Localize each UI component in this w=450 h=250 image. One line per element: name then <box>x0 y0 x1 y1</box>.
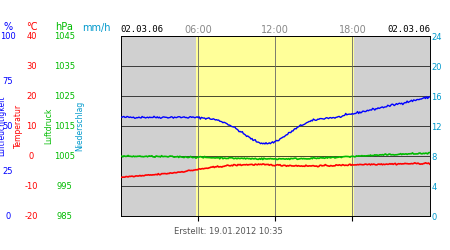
Text: 75: 75 <box>2 77 13 86</box>
Text: 50: 50 <box>2 122 13 131</box>
Text: 30: 30 <box>26 62 37 71</box>
Text: hPa: hPa <box>55 22 73 32</box>
Text: 995: 995 <box>57 182 72 191</box>
Text: mm/h: mm/h <box>82 22 111 32</box>
Bar <box>196 36 354 216</box>
Text: 02.03.06: 02.03.06 <box>387 26 430 35</box>
Text: Luftfeuchtigkeit: Luftfeuchtigkeit <box>0 96 6 156</box>
Text: Erstellt: 19.01.2012 10:35: Erstellt: 19.01.2012 10:35 <box>175 228 283 236</box>
Text: 1045: 1045 <box>54 32 75 41</box>
Text: 100: 100 <box>0 32 15 41</box>
Text: 02.03.06: 02.03.06 <box>120 26 163 35</box>
Text: -10: -10 <box>25 182 38 191</box>
Text: 20: 20 <box>26 92 37 101</box>
Text: 10: 10 <box>26 122 37 131</box>
Text: 1025: 1025 <box>54 92 75 101</box>
Text: %: % <box>3 22 12 32</box>
Text: 1035: 1035 <box>54 62 75 71</box>
Text: 0: 0 <box>5 212 10 221</box>
Text: -20: -20 <box>25 212 38 221</box>
Text: 1015: 1015 <box>54 122 75 131</box>
Text: 0: 0 <box>29 152 34 161</box>
Text: 985: 985 <box>56 212 72 221</box>
Text: Niederschlag: Niederschlag <box>76 101 85 151</box>
Text: 40: 40 <box>26 32 37 41</box>
Text: Temperatur: Temperatur <box>14 104 23 148</box>
Text: Luftdruck: Luftdruck <box>44 108 53 144</box>
Text: 1005: 1005 <box>54 152 75 161</box>
Text: 25: 25 <box>2 167 13 176</box>
Text: °C: °C <box>26 22 37 32</box>
